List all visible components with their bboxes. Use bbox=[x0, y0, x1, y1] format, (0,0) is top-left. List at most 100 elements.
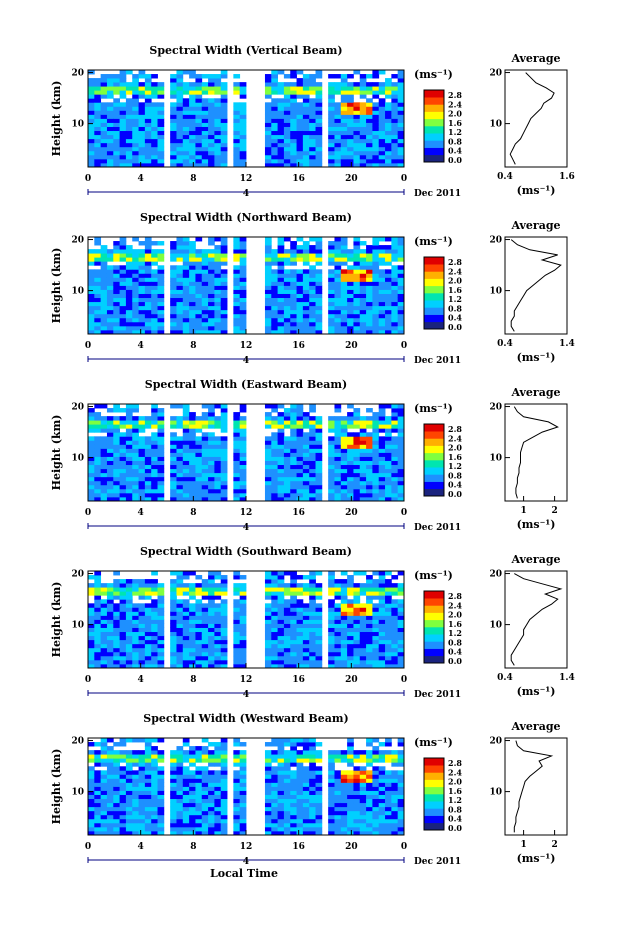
heatmap-cell bbox=[296, 460, 304, 466]
heatmap-cell bbox=[359, 90, 367, 95]
heatmap-cell bbox=[277, 130, 285, 136]
heatmap-cell bbox=[334, 659, 342, 665]
heatmap-cell bbox=[239, 253, 247, 258]
heatmap-cell bbox=[309, 750, 316, 755]
heatmap-cell bbox=[309, 420, 316, 425]
heatmap-cell bbox=[119, 94, 127, 99]
heatmap-cell bbox=[359, 106, 367, 111]
heatmap-cell bbox=[119, 440, 127, 445]
heatmap-cell bbox=[271, 603, 278, 608]
heatmap-cell bbox=[132, 301, 139, 307]
heatmap-cell bbox=[359, 420, 367, 425]
heatmap-cell bbox=[176, 782, 184, 787]
heatmap-cell bbox=[347, 794, 354, 800]
day-marker-label: 4 bbox=[243, 690, 249, 700]
heatmap-cell bbox=[296, 663, 304, 669]
heatmap-cell bbox=[119, 281, 127, 286]
heatmap-cell bbox=[353, 814, 361, 820]
heatmap-cell bbox=[106, 738, 114, 743]
heatmap-cell bbox=[264, 496, 272, 502]
heatmap-cell bbox=[271, 321, 278, 327]
heatmap-cell bbox=[328, 822, 335, 828]
heatmap-cell bbox=[113, 774, 120, 779]
heatmap-cell bbox=[347, 488, 354, 494]
heatmap-cell bbox=[182, 492, 190, 498]
heatmap-cell bbox=[88, 321, 95, 327]
heatmap-cell bbox=[201, 146, 209, 152]
heatmap-cell bbox=[309, 607, 316, 612]
heatmap-cell bbox=[277, 325, 285, 331]
average-profile-line bbox=[513, 406, 559, 499]
heatmap-cell bbox=[334, 607, 342, 612]
heatmap-cell bbox=[151, 639, 158, 645]
heatmap-cell bbox=[296, 623, 304, 628]
heatmap-cell bbox=[309, 476, 316, 482]
heatmap-cell bbox=[176, 754, 184, 759]
heatmap-cell bbox=[309, 611, 316, 616]
heatmap-cell bbox=[144, 134, 152, 140]
heatmap-cell bbox=[100, 452, 108, 457]
heatmap-cell bbox=[359, 293, 367, 299]
heatmap-cell bbox=[397, 440, 405, 445]
heatmap-cell bbox=[189, 492, 196, 498]
heatmap-cell bbox=[372, 309, 380, 315]
heatmap-cell bbox=[264, 595, 272, 600]
heatmap-cell bbox=[347, 742, 354, 747]
heatmap-cell bbox=[397, 138, 405, 144]
heatmap-cell bbox=[220, 94, 228, 99]
heatmap-cell bbox=[353, 444, 361, 449]
heatmap-cell bbox=[132, 261, 139, 266]
heatmap-cell bbox=[106, 130, 114, 136]
heatmap-cell bbox=[144, 794, 152, 800]
heatmap-cell bbox=[100, 611, 108, 616]
heatmap-cell bbox=[88, 814, 95, 820]
heatmap-cell bbox=[195, 82, 203, 87]
heatmap-cell bbox=[283, 249, 291, 254]
heatmap-cell bbox=[138, 639, 146, 645]
heatmap-cell bbox=[353, 607, 361, 612]
heatmap-cell bbox=[125, 245, 133, 250]
heatmap-cell bbox=[302, 615, 310, 620]
heatmap-cell bbox=[201, 305, 209, 311]
heatmap-cell bbox=[157, 643, 165, 649]
heatmap-cell bbox=[302, 587, 310, 592]
heatmap-cell bbox=[214, 742, 222, 747]
heatmap-cell bbox=[100, 460, 108, 466]
heatmap-cell bbox=[208, 818, 215, 824]
heatmap-cell bbox=[119, 476, 127, 482]
heatmap-cell bbox=[119, 758, 127, 763]
heatmap-cell bbox=[239, 158, 247, 164]
heatmap-cell bbox=[264, 241, 272, 246]
heatmap-cell bbox=[353, 146, 361, 152]
heatmap-cell bbox=[151, 587, 158, 592]
heatmap-cell bbox=[277, 496, 285, 502]
heatmap-cell bbox=[208, 615, 215, 620]
heatmap-cell bbox=[264, 86, 272, 91]
heatmap-cell bbox=[391, 448, 399, 453]
heatmap-cell bbox=[170, 114, 177, 119]
heatmap-cell bbox=[132, 814, 139, 820]
heatmap-cell bbox=[113, 754, 120, 759]
heatmap-cell bbox=[271, 301, 278, 307]
heatmap-cell bbox=[290, 464, 297, 470]
heatmap-cell bbox=[397, 297, 405, 303]
heatmap-cell bbox=[88, 766, 95, 771]
colorbar-tick-label: 1.2 bbox=[448, 461, 462, 471]
heatmap-cell bbox=[208, 464, 215, 470]
heatmap-cell bbox=[88, 281, 95, 286]
heatmap-cell bbox=[385, 496, 392, 502]
heatmap-cell bbox=[132, 281, 139, 286]
heatmap-cell bbox=[189, 488, 196, 494]
heatmap-cell bbox=[182, 325, 190, 331]
heatmap-cell bbox=[119, 663, 127, 669]
heatmap-cell bbox=[359, 289, 367, 294]
heatmap-cell bbox=[378, 631, 386, 637]
x-tick-label: 16 bbox=[292, 174, 305, 184]
heatmap-cell bbox=[113, 321, 120, 327]
heatmap-cell bbox=[366, 663, 373, 669]
heatmap-cell bbox=[125, 321, 133, 327]
heatmap-cell bbox=[157, 432, 165, 437]
heatmap-cell bbox=[125, 758, 133, 763]
heatmap-cell bbox=[201, 810, 209, 816]
heatmap-cell bbox=[100, 440, 108, 445]
